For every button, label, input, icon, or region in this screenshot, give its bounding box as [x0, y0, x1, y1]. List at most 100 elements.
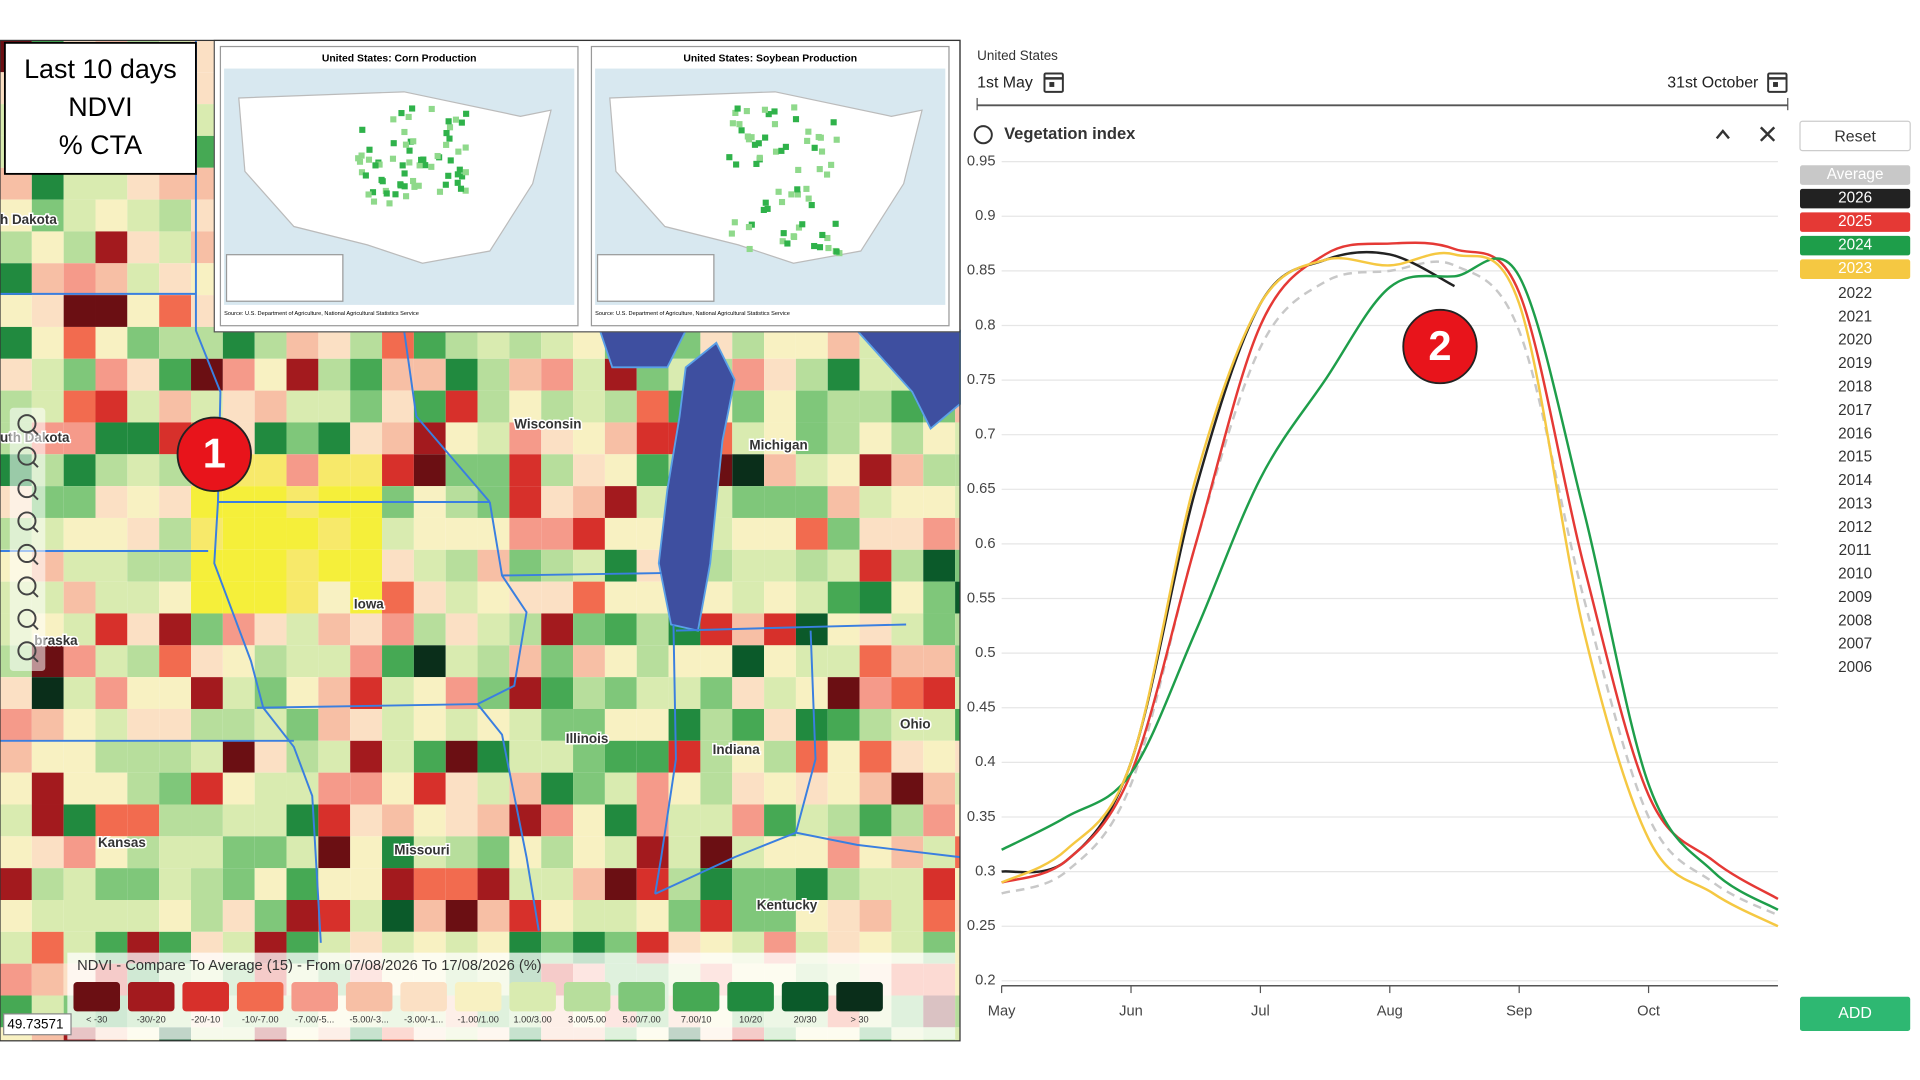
inset-title: United States: Corn Production	[322, 54, 477, 65]
legend-inactive[interactable]: 2014	[1838, 472, 1873, 489]
map-tile	[63, 263, 96, 296]
map-tile	[127, 454, 160, 487]
map-tile	[923, 677, 956, 709]
legend-inactive[interactable]: 2008	[1838, 612, 1872, 629]
tool-view[interactable]	[17, 608, 39, 631]
legend-item[interactable]	[1800, 235, 1911, 256]
map-tile	[191, 868, 223, 900]
legend-inactive[interactable]: 2009	[1838, 589, 1872, 606]
legend-item[interactable]	[1800, 212, 1911, 232]
map-tile	[445, 740, 478, 773]
map-tile	[795, 517, 828, 550]
legend-inactive[interactable]: 2012	[1838, 519, 1872, 536]
map-tile	[222, 645, 255, 678]
legend-swatch	[291, 982, 338, 1012]
map-tile	[795, 708, 828, 741]
inset-county	[366, 146, 373, 153]
coordinate: 49.73571	[7, 1016, 63, 1031]
tool-layers[interactable]	[17, 414, 39, 436]
inset-county	[760, 206, 767, 213]
map-tile	[0, 740, 32, 773]
map-tile	[63, 326, 96, 359]
legend-inactive[interactable]: 2010	[1838, 566, 1872, 583]
legend-inactive[interactable]: 2021	[1838, 308, 1872, 325]
map-tile	[191, 581, 223, 614]
map-tile	[668, 868, 701, 900]
legend-item[interactable]	[1800, 165, 1911, 185]
legend-inactive[interactable]: 2006	[1838, 659, 1872, 676]
map-tile	[222, 772, 255, 805]
tool-icon	[17, 641, 37, 661]
inset-county	[816, 244, 824, 251]
inset-county	[362, 172, 369, 179]
map-tile	[254, 454, 287, 487]
map-tile	[477, 804, 510, 837]
inset-county	[422, 162, 429, 169]
tool-zoom-in[interactable]	[17, 446, 39, 468]
inset-county	[358, 152, 365, 159]
legend-label: 2023	[1838, 260, 1872, 277]
map-tile	[509, 708, 542, 741]
map-tile	[573, 549, 605, 582]
map-tile	[732, 390, 765, 423]
tool-locate[interactable]	[17, 511, 39, 533]
inset-county	[386, 200, 393, 207]
map-tile	[477, 390, 510, 423]
legend-inactive[interactable]: 2020	[1838, 332, 1872, 349]
legend-item[interactable]	[1800, 188, 1911, 209]
map-tile	[222, 804, 255, 837]
tool-draw[interactable]	[17, 641, 39, 663]
map-tile	[222, 390, 255, 423]
state-label: Ohio	[900, 716, 931, 731]
map-tile	[573, 358, 605, 391]
map-tile	[859, 645, 892, 678]
legend-inactive[interactable]: 2017	[1838, 402, 1872, 419]
x-tick-label: Sep	[1506, 1003, 1532, 1019]
legend-item[interactable]	[1800, 259, 1911, 279]
legend-bin-label: -5.00/-3...	[350, 1014, 389, 1024]
reset-button[interactable]	[1799, 120, 1911, 152]
collapse-button[interactable]	[1715, 129, 1730, 140]
legend-inactive[interactable]: 2011	[1839, 542, 1872, 559]
y-tick-label: 0.4	[975, 754, 995, 770]
map-tile	[63, 772, 96, 805]
map-tile	[827, 740, 860, 773]
legend-inactive[interactable]: 2013	[1838, 495, 1872, 512]
map-tile	[95, 836, 128, 869]
tool-measure[interactable]	[17, 576, 39, 598]
legend-swatch	[182, 982, 229, 1012]
map[interactable]: h Dakotauth DakotaWisconsinMichiganIowab…	[0, 39, 961, 1042]
map-tile	[604, 740, 637, 773]
map-tile	[955, 613, 960, 646]
map-tile	[95, 486, 128, 518]
inset-source: Source: U.S. Department of Agriculture, …	[595, 311, 790, 317]
inset-title: United States: Soybean Production	[683, 54, 857, 65]
map-tile	[955, 1027, 960, 1041]
legend-inactive[interactable]: 2015	[1838, 449, 1872, 466]
add-button[interactable]	[1800, 996, 1911, 1032]
map-tile	[636, 645, 669, 678]
map-tile	[477, 581, 510, 614]
legend-inactive[interactable]: 2007	[1838, 636, 1872, 653]
map-tile	[541, 772, 574, 805]
inset-county	[390, 116, 397, 123]
legend-inactive[interactable]: 2018	[1838, 378, 1872, 395]
tool-zoom-out[interactable]	[17, 479, 39, 501]
map-tile	[191, 804, 223, 837]
map-tile	[254, 740, 287, 773]
calendar-button[interactable]	[1767, 72, 1788, 93]
legend-inactive[interactable]: 2016	[1838, 425, 1872, 442]
close-button[interactable]	[1759, 126, 1776, 142]
map-tile	[31, 295, 64, 327]
map-tile	[604, 486, 637, 518]
map-tile	[95, 199, 128, 232]
map-tile	[318, 581, 351, 614]
map-tile	[795, 836, 828, 869]
map-tile	[413, 549, 446, 582]
map-tile	[891, 517, 924, 550]
calendar-button[interactable]	[1043, 72, 1064, 93]
map-tile	[0, 295, 32, 327]
legend-inactive[interactable]: 2019	[1838, 355, 1872, 372]
tool-search[interactable]	[17, 543, 39, 566]
legend-inactive[interactable]: 2022	[1838, 285, 1872, 302]
